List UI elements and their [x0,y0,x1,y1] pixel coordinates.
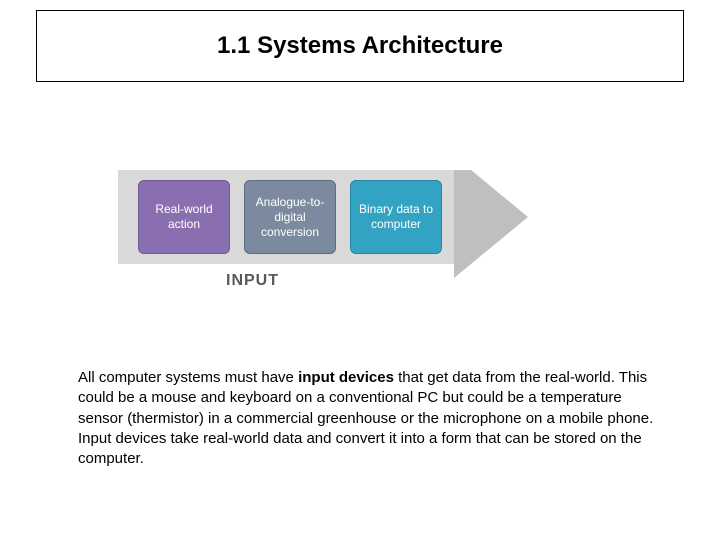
title-container: 1.1 Systems Architecture [36,10,684,82]
paragraph-bold: input devices [298,369,394,386]
stage-analogue-digital-conversion: Analogue-to-digital conversion [244,180,336,254]
diagram-label-input: INPUT [226,272,279,290]
stage-real-world-action: Real-world action [138,180,230,254]
body-paragraph: All computer systems must have input dev… [78,368,658,469]
stage-binary-data-to-computer: Binary data to computer [350,180,442,254]
page-title: 1.1 Systems Architecture [217,32,503,60]
stage-label: Binary data to computer [355,202,437,232]
stage-label: Real-world action [143,202,225,232]
input-flow-diagram: Real-world action Analogue-to-digital co… [118,170,538,300]
paragraph-pre: All computer systems must have [78,369,298,386]
stage-label: Analogue-to-digital conversion [249,195,331,240]
